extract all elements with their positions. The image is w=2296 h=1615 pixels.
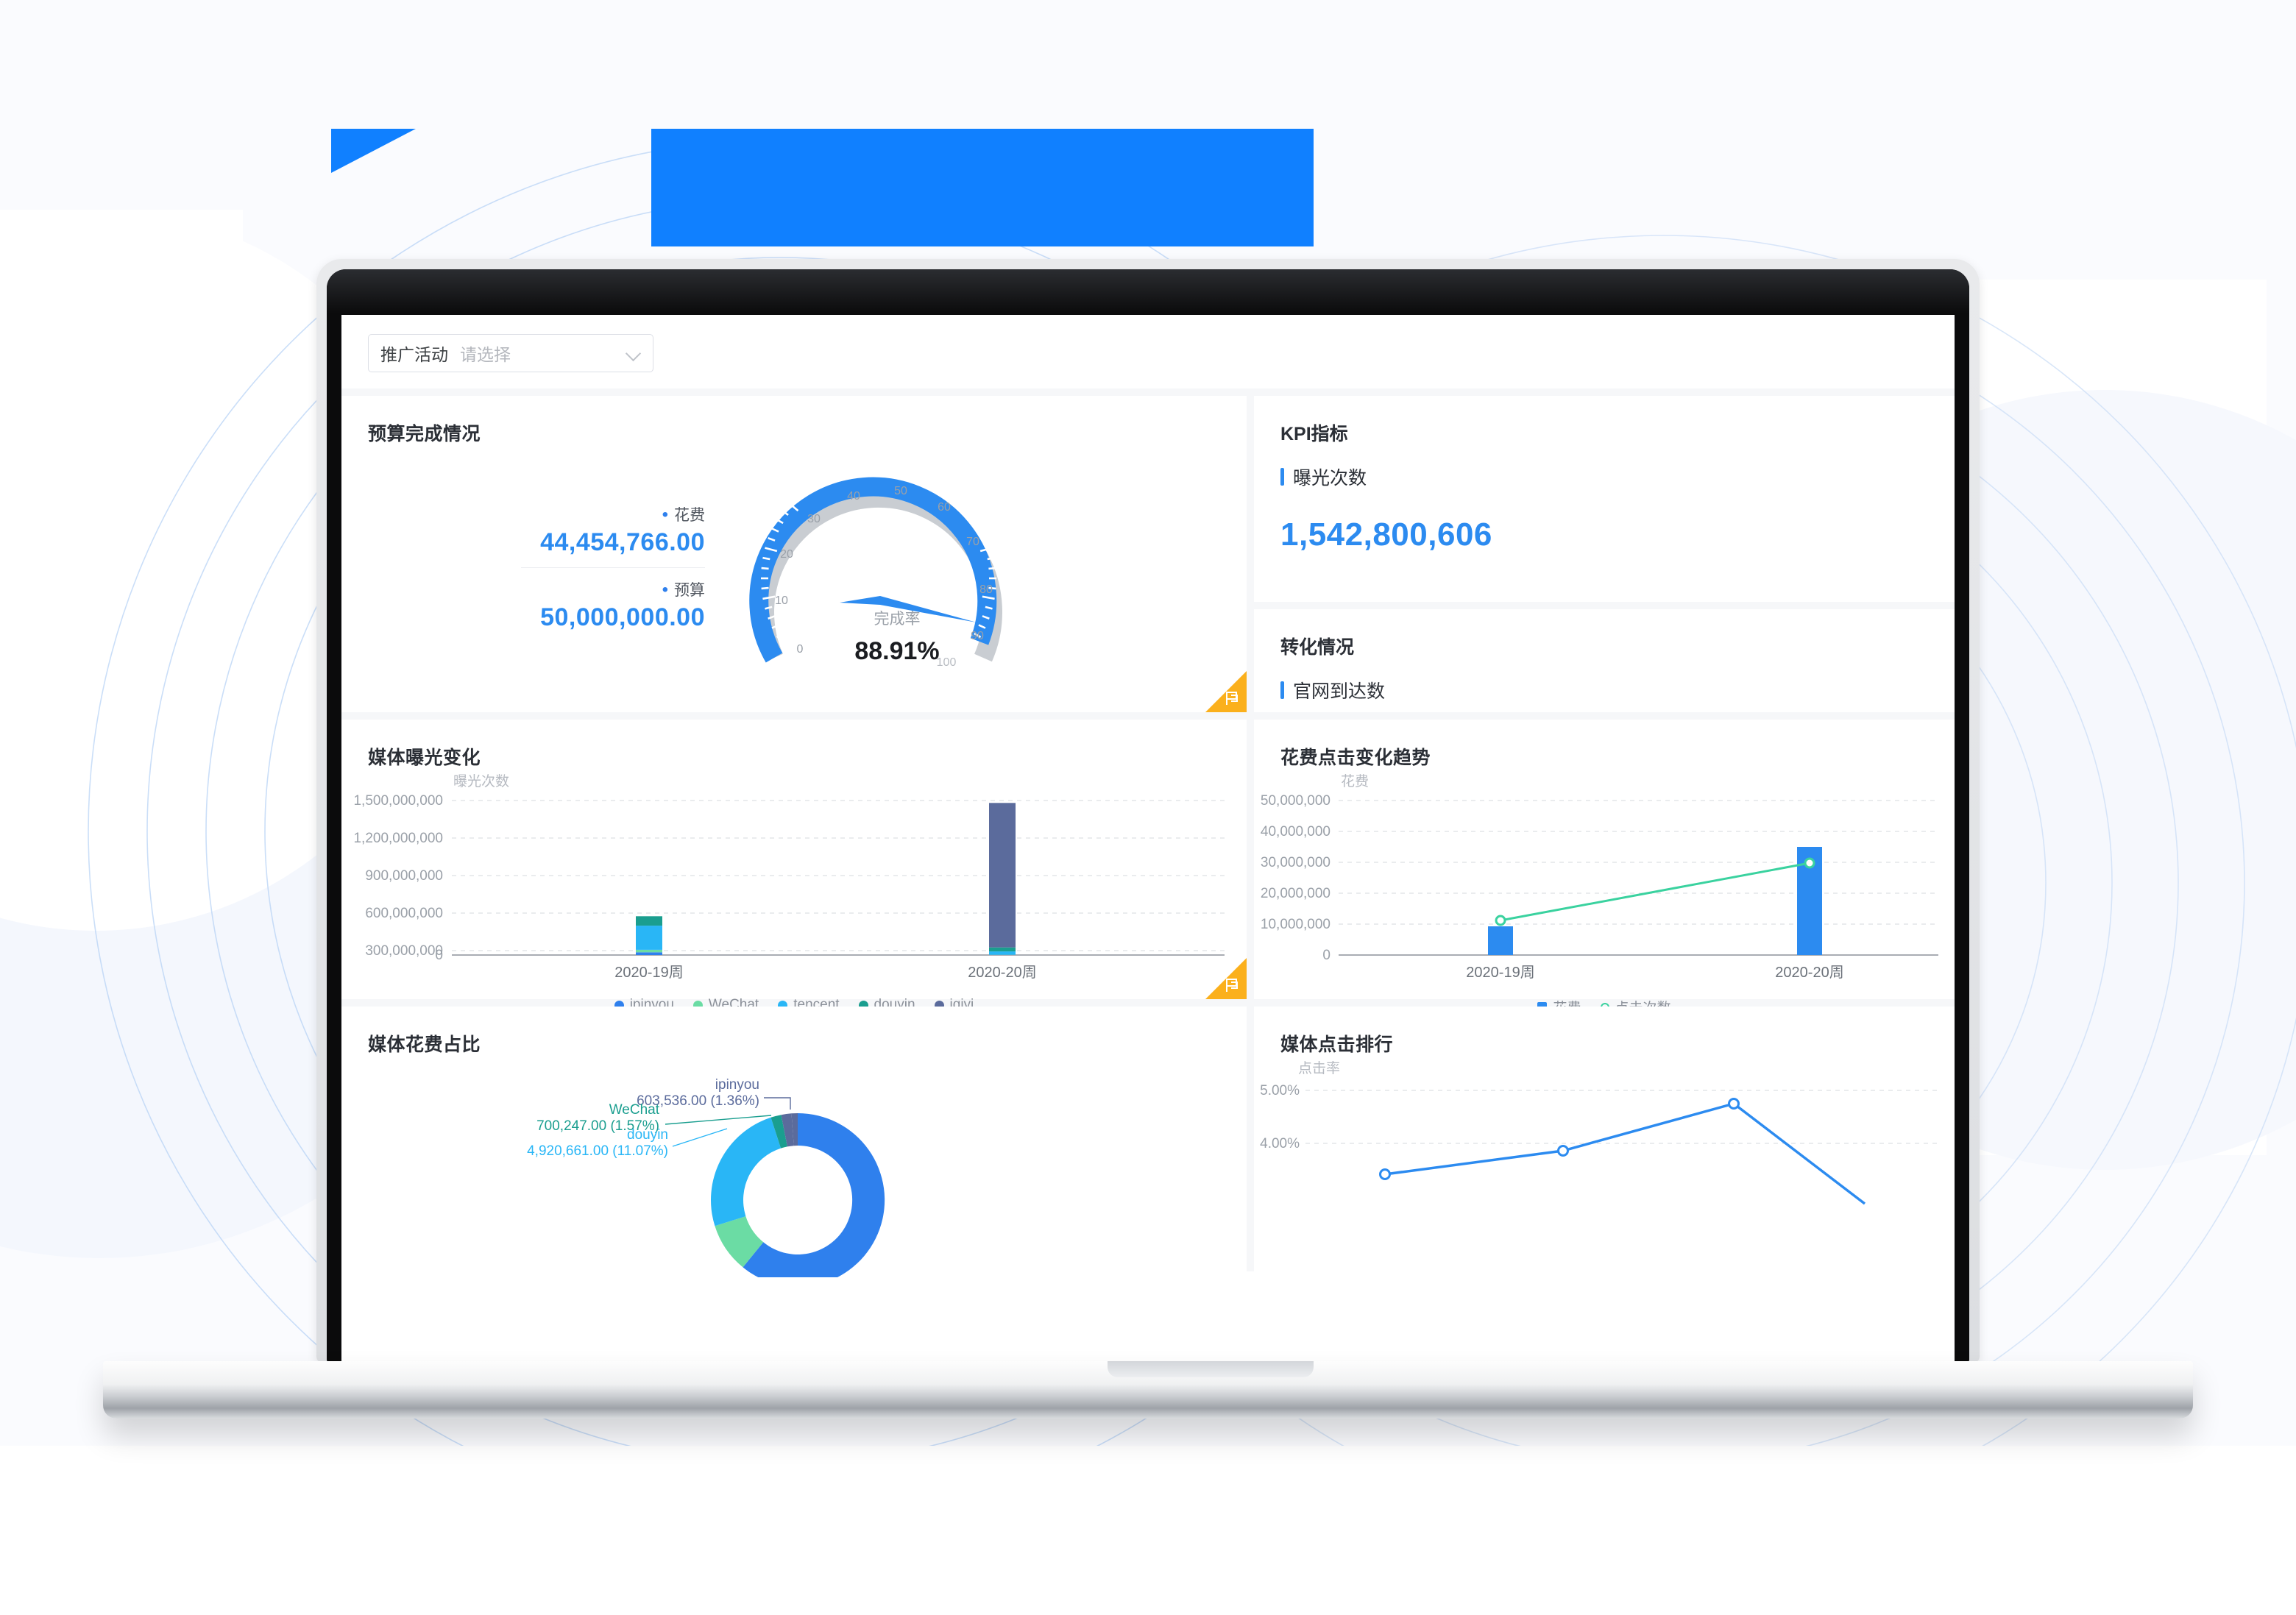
media-click-rank-title: 媒体点击排行	[1280, 1034, 1394, 1055]
bullet-icon: •	[662, 504, 668, 525]
svg-text:花费: 花费	[1341, 773, 1369, 789]
budget-body: • 花费 44,454,766.00 • 预算 50,000,000.00	[341, 446, 1247, 689]
gauge-rate-value: 88.91%	[854, 637, 939, 665]
svg-text:900,000,000: 900,000,000	[365, 868, 443, 884]
kpi-accent-bar	[1280, 681, 1284, 699]
budget-label: 预算	[674, 581, 705, 599]
conversion-title: 转化情况	[1280, 637, 1355, 658]
donut-label-ipinyou-name: ipinyou	[715, 1077, 759, 1093]
svg-text:4.00%: 4.00%	[1260, 1136, 1300, 1151]
campaign-select[interactable]: 推广活动 请选择	[368, 334, 653, 372]
svg-text:0: 0	[435, 948, 443, 963]
budget-gauge: 0 10 20 30 40 50 60 70 80	[749, 461, 1002, 669]
svg-text:60: 60	[938, 501, 951, 514]
media-spend-share-chart: ipinyou 603,536.00 (1.36%) WeChat 700,24…	[527, 1077, 885, 1287]
svg-text:0: 0	[797, 643, 804, 656]
dashboard-row-3: 媒体花费占比	[341, 1007, 1955, 1287]
donut-label-wechat-name: WeChat	[609, 1102, 660, 1118]
svg-text:2020-20周: 2020-20周	[968, 965, 1036, 981]
media-click-rank-chart: 点击率 5.00% 4.00%	[1260, 1060, 1938, 1205]
laptop-lid: 推广活动 请选择 预算完成情况 • 花	[316, 259, 1980, 1363]
spend-value: 44,454,766.00	[540, 528, 705, 556]
kpi-accent-bar	[1280, 468, 1284, 486]
svg-text:30,000,000: 30,000,000	[1261, 855, 1331, 870]
decor-blue-triangle	[331, 129, 416, 173]
svg-text:50: 50	[894, 485, 907, 497]
click-line	[1500, 862, 1810, 922]
kpi-title: KPI指标	[1280, 424, 1348, 444]
svg-text:70: 70	[966, 536, 979, 548]
conversion-card: 转化情况 官网到达数 25,588,189	[1254, 609, 1955, 766]
laptop-screen: 推广活动 请选择 预算完成情况 • 花	[341, 315, 1955, 1363]
svg-text:40: 40	[847, 490, 860, 503]
dashboard-row-2: 媒体曝光变化 曝光次数	[341, 720, 1955, 1016]
budget-value: 50,000,000.00	[540, 603, 705, 631]
media-spend-share-card: 媒体花费占比	[341, 1007, 1247, 1287]
svg-text:1,500,000,000: 1,500,000,000	[353, 793, 443, 809]
svg-text:20,000,000: 20,000,000	[1261, 886, 1331, 901]
dashboard-row-1: 预算完成情况 • 花费 44,454,766.00 • 预算	[341, 396, 1955, 766]
media-spend-share-title: 媒体花费占比	[368, 1034, 481, 1055]
campaign-select-placeholder: 请选择	[460, 345, 511, 364]
conversion-metric-label: 官网到达数	[1293, 681, 1386, 702]
svg-text:点击率: 点击率	[1298, 1060, 1340, 1076]
budget-card: 预算完成情况 • 花费 44,454,766.00 • 预算	[341, 396, 1247, 712]
svg-text:600,000,000: 600,000,000	[365, 906, 443, 921]
svg-text:10: 10	[775, 594, 788, 607]
bg-bottom-right-card	[1516, 1501, 2296, 1615]
laptop-bezel-sheen	[327, 269, 1969, 313]
decor-blue-block	[651, 129, 1314, 246]
kpi-metric-value: 1,542,800,606	[1280, 517, 1492, 553]
kpi-metric-label: 曝光次数	[1293, 468, 1367, 489]
section-divider	[341, 388, 1955, 396]
media-exposure-chart: 曝光次数 1,500,000,000	[353, 773, 1225, 981]
kpi-card: KPI指标 曝光次数 1,542,800,606	[1254, 396, 1955, 602]
conversion-metric-row: 官网到达数	[1280, 677, 1955, 703]
budget-title: 预算完成情况	[368, 424, 481, 444]
svg-text:40,000,000: 40,000,000	[1261, 824, 1331, 840]
spend-click-title: 花费点击变化趋势	[1280, 748, 1431, 768]
kpi-metric-row: 曝光次数	[1280, 464, 1955, 490]
bar-spend-2020-19	[1488, 926, 1513, 955]
media-exposure-title: 媒体曝光变化	[368, 748, 481, 768]
click-rate-line	[1384, 1102, 1866, 1205]
donut-label-douyin-value: 4,920,661.00 (11.07%)	[527, 1143, 668, 1159]
svg-text:2020-20周: 2020-20周	[1775, 965, 1843, 981]
spend-label: 花费	[674, 506, 705, 524]
svg-text:30: 30	[807, 513, 821, 525]
svg-text:5.00%: 5.00%	[1260, 1083, 1300, 1098]
bar-2020-19	[636, 916, 662, 955]
gauge-rate-label: 完成率	[874, 611, 921, 628]
spend-label-row: • 花费	[341, 503, 705, 525]
svg-text:50,000,000: 50,000,000	[1261, 793, 1331, 809]
laptop-base-notch	[1108, 1361, 1314, 1377]
svg-text:10,000,000: 10,000,000	[1261, 917, 1331, 932]
svg-text:2020-19周: 2020-19周	[1466, 965, 1534, 981]
section-divider	[341, 712, 1955, 720]
stat-divider	[521, 567, 705, 568]
chevron-down-icon[interactable]	[626, 346, 641, 361]
bullet-icon: •	[662, 579, 668, 600]
campaign-select-label: 推广活动	[380, 345, 448, 364]
dashboard-toolbar: 推广活动 请选择	[341, 315, 1955, 388]
svg-text:1,200,000,000: 1,200,000,000	[353, 831, 443, 846]
svg-text:2020-19周: 2020-19周	[614, 965, 683, 981]
svg-text:20: 20	[780, 548, 793, 561]
section-divider	[1254, 602, 1955, 609]
budget-label-row: • 预算	[341, 578, 705, 600]
laptop-mockup: 推广活动 请选择 预算完成情况 • 花	[103, 259, 2193, 1419]
dashboard-app: 推广活动 请选择 预算完成情况 • 花	[341, 315, 1955, 1363]
svg-text:0: 0	[1322, 948, 1331, 963]
bar-2020-20	[989, 803, 1016, 955]
budget-stats: • 花费 44,454,766.00 • 预算 50,000,000.00	[341, 503, 724, 632]
svg-text:曝光次数: 曝光次数	[453, 773, 509, 789]
media-exposure-card: 媒体曝光变化 曝光次数	[341, 720, 1247, 1012]
svg-text:300,000,000: 300,000,000	[365, 943, 443, 959]
donut-label-douyin-name: douyin	[627, 1127, 668, 1143]
spend-click-chart: 花费 50,000,000	[1261, 773, 1938, 981]
svg-text:80: 80	[979, 583, 993, 596]
media-click-rank-card: 媒体点击排行 点击率 5.00% 4.00%	[1254, 1007, 1955, 1271]
svg-text:90: 90	[971, 630, 984, 642]
spend-click-card: 花费点击变化趋势 花费	[1254, 720, 1955, 1016]
